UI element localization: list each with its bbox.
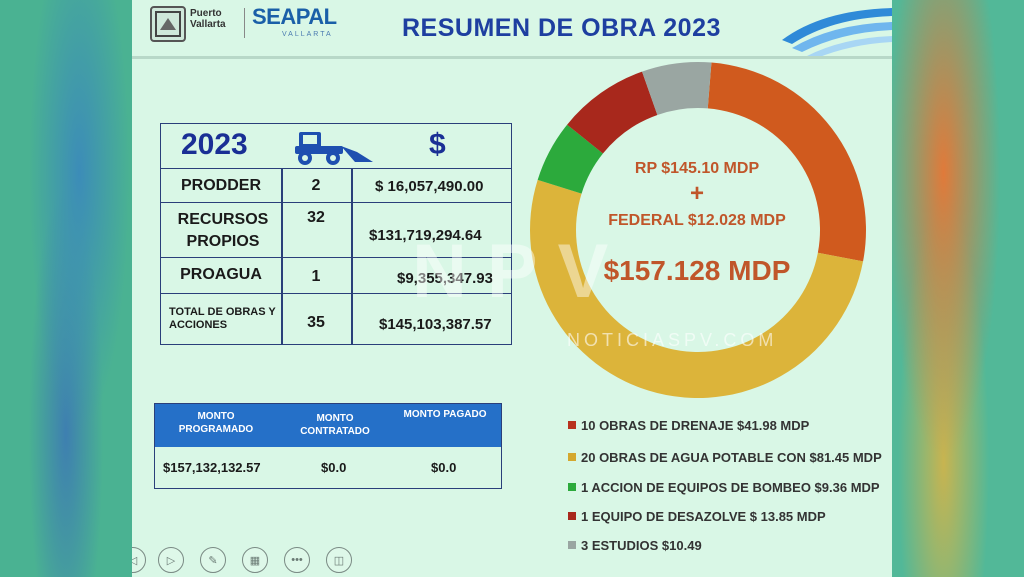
background-blur-left xyxy=(0,0,132,577)
legend-item: 20 OBRAS DE AGUA POTABLE CON $81.45 MDP xyxy=(568,450,882,465)
legend-item: 3 ESTUDIOS $10.49 xyxy=(568,538,702,553)
waves-decoration-icon xyxy=(782,8,892,58)
more-icon[interactable]: ••• xyxy=(284,547,310,573)
logo-pv-line2: Vallarta xyxy=(190,19,226,30)
presentation-toolbar: ◁ ▷ ✎ ▦ ••• ◫ xyxy=(132,541,372,577)
works-summary-table: 2023 $ PRODDER 2 $ 16,057,490.00 RECURSO… xyxy=(160,123,512,345)
amount-heading: $ xyxy=(429,128,446,161)
row-label: RECURSOS PROPIOS xyxy=(177,211,269,250)
npv-watermark-url: NOTICIASPV.COM xyxy=(567,330,778,350)
table-row: RECURSOS PROPIOS 32 $131,719,294.64 xyxy=(161,203,511,258)
header-monto-programado: MONTO PROGRAMADO xyxy=(178,411,254,435)
legend-label: 10 OBRAS DE DRENAJE $41.98 MDP xyxy=(581,418,810,433)
legend-swatch xyxy=(568,541,576,549)
legend-label: 3 ESTUDIOS $10.49 xyxy=(581,538,702,553)
puerto-vallarta-logo-text: Puerto Vallarta xyxy=(190,8,226,30)
amounts-table: MONTO PROGRAMADO MONTO CONTRATADO MONTO … xyxy=(154,403,502,489)
previous-icon[interactable]: ◁ xyxy=(132,547,146,573)
legend-swatch xyxy=(568,512,576,520)
table-column-divider xyxy=(281,169,283,344)
legend-swatch xyxy=(568,421,576,429)
legend-label: 1 EQUIPO DE DESAZOLVE $ 13.85 MDP xyxy=(581,509,826,524)
camera-icon[interactable]: ◫ xyxy=(326,547,352,573)
table-total-row: TOTAL DE OBRAS Y ACCIONES 35 $145,103,38… xyxy=(161,294,511,344)
table-row: PRODDER 2 $ 16,057,490.00 xyxy=(161,169,511,203)
header-monto-pagado: MONTO PAGADO xyxy=(403,409,487,420)
legend-label: 20 OBRAS DE AGUA POTABLE CON $81.45 MDP xyxy=(581,450,882,465)
legend-swatch xyxy=(568,483,576,491)
donut-slice-bombeo xyxy=(537,124,603,194)
table-column-divider xyxy=(351,169,353,344)
puerto-vallarta-logo-icon xyxy=(150,6,186,42)
row-label: PRODDER xyxy=(180,177,261,194)
row-count: 1 xyxy=(311,268,321,285)
donut-slice-desazolve xyxy=(567,71,658,154)
logo-pv-line1: Puerto xyxy=(190,8,222,19)
donut-center-total: $157.128 MDP xyxy=(603,255,791,286)
row-count: 2 xyxy=(311,177,321,194)
npv-watermark: NPV xyxy=(412,229,629,314)
seapal-logo: SEAPAL xyxy=(252,4,337,29)
row-amount: $131,719,294.64 xyxy=(369,227,482,244)
donut-slice-drenaje xyxy=(707,62,866,262)
legend-item: 1 ACCION DE EQUIPOS DE BOMBEO $9.36 MDP xyxy=(568,480,880,495)
row-count: 32 xyxy=(307,209,325,226)
donut-center-rp: RP $145.10 MDP xyxy=(634,160,760,177)
table-row: PROAGUA 1 $9,355,347.93 xyxy=(161,258,511,294)
row-label: PROAGUA xyxy=(180,266,262,283)
slide-header: Puerto Vallarta SEAPAL VALLARTA RESUMEN … xyxy=(132,0,892,59)
donut-slice-estudios xyxy=(642,61,712,115)
table-header-row: 2023 $ xyxy=(161,124,511,169)
logo-divider xyxy=(244,8,245,38)
donut-center-federal: FEDERAL $12.028 MDP xyxy=(608,212,786,229)
legend-item: 1 EQUIPO DE DESAZOLVE $ 13.85 MDP xyxy=(568,509,826,524)
legend-label: 1 ACCION DE EQUIPOS DE BOMBEO $9.36 MDP xyxy=(581,480,880,495)
header-monto-contratado: MONTO CONTRATADO xyxy=(300,413,370,437)
value-monto-programado: $157,132,132.57 xyxy=(163,460,261,475)
play-icon[interactable]: ▷ xyxy=(158,547,184,573)
amounts-table-header: MONTO PROGRAMADO MONTO CONTRATADO MONTO … xyxy=(155,404,501,447)
background-blur-right xyxy=(890,0,1024,577)
seapal-logo-sub: VALLARTA xyxy=(282,31,333,38)
loader-machine-icon xyxy=(295,132,373,165)
slide-title: RESUMEN DE OBRA 2023 xyxy=(402,14,721,42)
slides-icon[interactable]: ▦ xyxy=(242,547,268,573)
header-divider xyxy=(132,56,892,59)
legend-swatch xyxy=(568,453,576,461)
total-label: TOTAL DE OBRAS Y ACCIONES xyxy=(169,306,276,331)
value-monto-contratado: $0.0 xyxy=(321,460,347,475)
row-amount: $ 16,057,490.00 xyxy=(375,178,484,195)
row-amount: $9,355,347.93 xyxy=(397,270,493,287)
donut-slice-agua-potable xyxy=(530,179,864,398)
legend-item: 10 OBRAS DE DRENAJE $41.98 MDP xyxy=(568,418,809,433)
investment-donut-chart xyxy=(530,61,866,398)
donut-center-plus: + xyxy=(689,180,704,207)
presentation-slide: Puerto Vallarta SEAPAL VALLARTA RESUMEN … xyxy=(132,0,892,577)
total-count: 35 xyxy=(307,314,325,331)
year-heading: 2023 xyxy=(181,128,248,161)
value-monto-pagado: $0.0 xyxy=(431,460,457,475)
pen-icon[interactable]: ✎ xyxy=(200,547,226,573)
total-amount: $145,103,387.57 xyxy=(379,316,492,333)
